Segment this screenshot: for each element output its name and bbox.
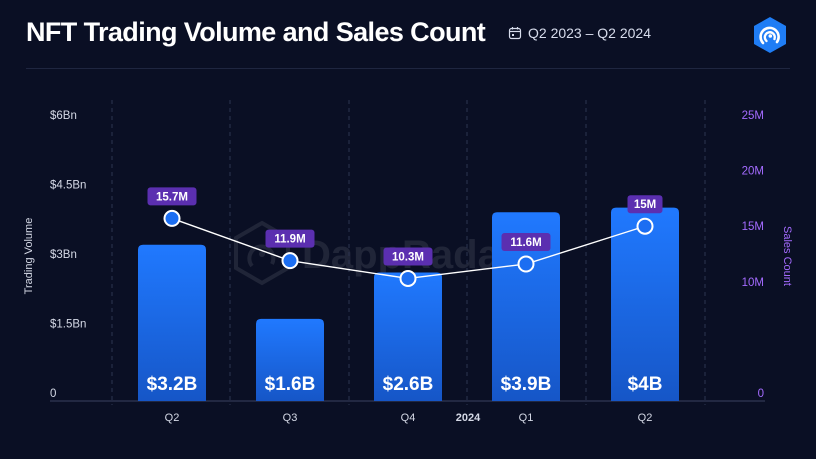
year-marker: 2024 — [456, 412, 481, 424]
sales-value-label: 11.6M — [510, 237, 541, 249]
y-right-tick-label: 25M — [742, 110, 764, 122]
y-right-tick-label: 10M — [742, 277, 764, 289]
bar — [611, 207, 679, 401]
bar — [492, 212, 560, 401]
bar — [256, 318, 324, 401]
x-axis-labels: Q2 Q3 Q4 Q1 Q2 — [165, 412, 653, 424]
bar-value-label: $1.6B — [265, 374, 316, 395]
bars: $3.2B $1.6B $2.6B $3.9B $4B — [138, 207, 679, 401]
x-tick-label: Q4 — [401, 412, 416, 424]
y-left-tick-label: $3Bn — [50, 249, 77, 261]
sales-label-badge — [147, 187, 197, 206]
y-right-tick-label: 0 — [758, 388, 764, 400]
y-left-tick-label: $4.5Bn — [50, 180, 86, 192]
sales-label-badge — [501, 233, 551, 252]
header: NFT Trading Volume and Sales Count Q2 20… — [0, 0, 816, 68]
sales-value-label: 15.7M — [156, 191, 188, 203]
y-left-title: Trading Volume — [23, 218, 35, 295]
sales-label-badge — [383, 247, 433, 266]
dappradar-logo-icon — [754, 17, 786, 53]
sales-point — [399, 269, 417, 287]
sales-label-badge — [265, 229, 315, 248]
y-right-tick-label: 20M — [742, 166, 764, 178]
sales-point — [636, 217, 654, 235]
sales-point — [517, 255, 535, 273]
calendar-icon — [508, 27, 522, 40]
chart-title: NFT Trading Volume and Sales Count — [26, 17, 486, 47]
sales-point — [163, 209, 181, 227]
y-right-title: Sales Count — [781, 226, 793, 286]
date-range-text: Q2 2023 – Q2 2024 — [528, 25, 651, 41]
sales-value-label: 15M — [634, 199, 656, 211]
bar-value-label: $3.9B — [501, 374, 552, 395]
y-left-ticks: 0 $1.5Bn $3Bn $4.5Bn $6Bn — [50, 110, 86, 400]
y-left-tick-label: $1.5Bn — [50, 319, 86, 331]
sales-line: 15.7M 11.9M 10.3M 11.6M 15M — [147, 187, 663, 287]
sales-value-label: 10.3M — [392, 251, 424, 263]
header-divider — [26, 68, 790, 69]
y-left-tick-label: $6Bn — [50, 110, 77, 122]
y-right-ticks: 0 10M 15M 20M 25M — [742, 110, 764, 400]
sales-value-label: 11.9M — [274, 234, 305, 246]
x-tick-label: Q2 — [638, 412, 653, 424]
x-tick-label: Q1 — [519, 412, 534, 424]
bar-value-label: $2.6B — [383, 374, 434, 395]
y-left-tick-label: 0 — [50, 388, 56, 400]
date-range: Q2 2023 – Q2 2024 — [508, 25, 651, 41]
bar — [374, 272, 442, 401]
x-tick-label: Q3 — [283, 412, 298, 424]
sales-label-badge — [627, 195, 663, 214]
x-tick-label: Q2 — [165, 412, 180, 424]
bar-value-label: $4B — [628, 374, 663, 395]
bar-value-label: $3.2B — [147, 374, 198, 395]
bar — [138, 244, 206, 401]
y-right-tick-label: 15M — [742, 221, 764, 233]
sales-point — [281, 252, 299, 270]
